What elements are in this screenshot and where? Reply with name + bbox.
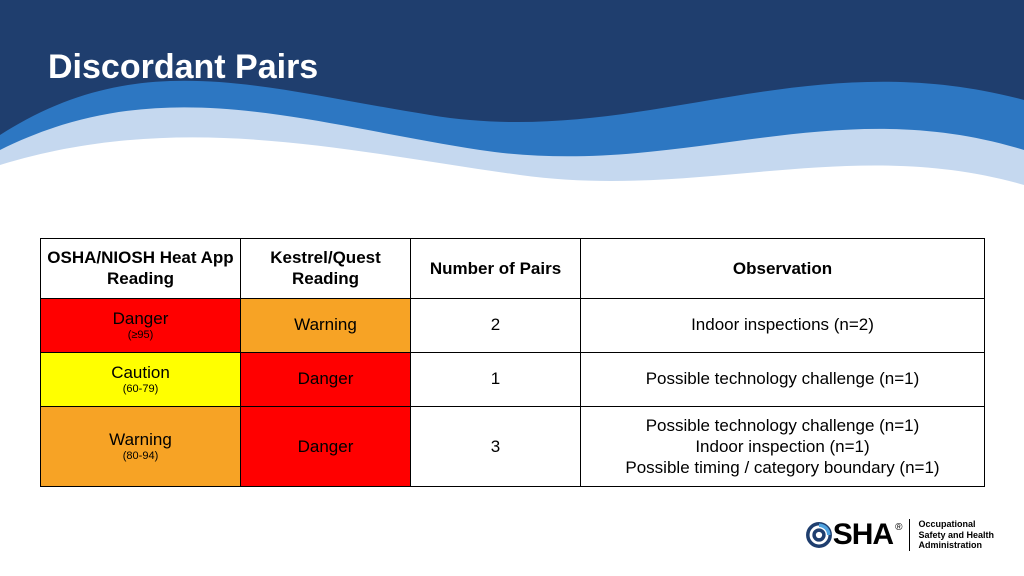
tagline-line-1: Occupational	[918, 519, 994, 530]
header-wave-graphic	[0, 0, 1024, 200]
osha-text: SHA	[833, 518, 893, 552]
column-header: Observation	[581, 239, 985, 299]
table-row: Caution(60-79)Danger1Possible technology…	[41, 352, 985, 406]
page-title: Discordant Pairs	[48, 48, 318, 87]
column-header: Number of Pairs	[411, 239, 581, 299]
discordant-pairs-table-container: OSHA/NIOSH Heat App ReadingKestrel/Quest…	[40, 238, 984, 487]
registered-mark: ®	[895, 522, 901, 533]
osha-tagline: Occupational Safety and Health Administr…	[909, 519, 994, 551]
observation-cell: Indoor inspections (n=2)	[581, 298, 985, 352]
kestrel-reading-cell: Warning	[241, 298, 411, 352]
pairs-cell: 3	[411, 406, 581, 487]
kestrel-reading-cell: Danger	[241, 406, 411, 487]
observation-cell: Possible technology challenge (n=1)Indoo…	[581, 406, 985, 487]
pairs-cell: 2	[411, 298, 581, 352]
table-body: Danger(≥95)Warning2Indoor inspections (n…	[41, 298, 985, 487]
table-header-row: OSHA/NIOSH Heat App ReadingKestrel/Quest…	[41, 239, 985, 299]
column-header: OSHA/NIOSH Heat App Reading	[41, 239, 241, 299]
osha-swirl-icon	[805, 521, 833, 549]
observation-cell: Possible technology challenge (n=1)	[581, 352, 985, 406]
table-row: Danger(≥95)Warning2Indoor inspections (n…	[41, 298, 985, 352]
pairs-cell: 1	[411, 352, 581, 406]
table-row: Warning(80-94)Danger3Possible technology…	[41, 406, 985, 487]
app-reading-cell: Warning(80-94)	[41, 406, 241, 487]
osha-logo: SHA® Occupational Safety and Health Admi…	[805, 518, 994, 552]
osha-wordmark: SHA®	[805, 518, 902, 552]
app-reading-cell: Danger(≥95)	[41, 298, 241, 352]
tagline-line-2: Safety and Health	[918, 530, 994, 541]
column-header: Kestrel/Quest Reading	[241, 239, 411, 299]
kestrel-reading-cell: Danger	[241, 352, 411, 406]
discordant-pairs-table: OSHA/NIOSH Heat App ReadingKestrel/Quest…	[40, 238, 985, 487]
app-reading-cell: Caution(60-79)	[41, 352, 241, 406]
tagline-line-3: Administration	[918, 540, 994, 551]
